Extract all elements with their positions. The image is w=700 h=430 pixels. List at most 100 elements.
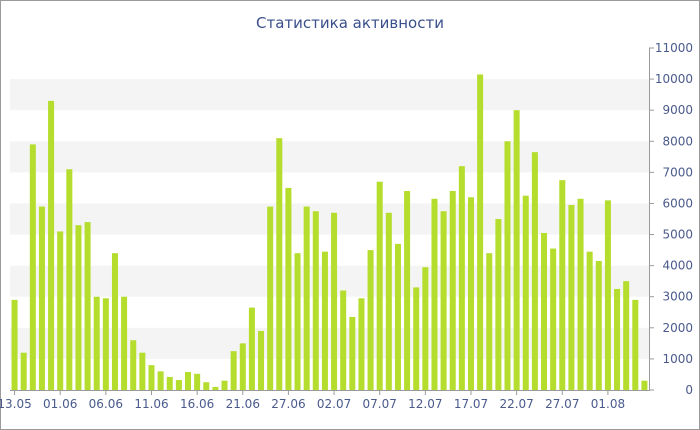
x-tick-label: 16.06 — [180, 397, 214, 411]
bar — [203, 382, 210, 390]
bar — [184, 371, 192, 390]
bar — [467, 197, 474, 390]
bar — [312, 211, 319, 390]
y-axis-ticks: 0 1000 2000 3000 4000 5000 6000 7000 8000 9000 100… — [649, 41, 693, 397]
x-axis-ticks: 13.05 01.06 06.06 11.06 16.06 21.06 27.06 02.07… — [0, 390, 625, 411]
x-tick-label: 01.06 — [43, 397, 77, 411]
bar — [376, 181, 383, 390]
bar — [57, 231, 64, 390]
bar — [29, 144, 36, 390]
bar — [139, 352, 146, 390]
bar — [11, 299, 18, 390]
x-tick-label: 27.07 — [545, 397, 579, 411]
bar — [321, 251, 328, 390]
bar — [102, 298, 109, 390]
bar — [367, 250, 374, 390]
bar — [413, 287, 420, 390]
bar — [550, 248, 557, 390]
bar — [404, 191, 411, 390]
bar — [586, 251, 593, 390]
bar — [276, 138, 283, 390]
bar — [559, 180, 566, 390]
y-tick-label: 1000 — [662, 352, 693, 366]
x-tick-label: 06.06 — [89, 397, 123, 411]
bar — [93, 296, 100, 390]
bar — [641, 380, 648, 390]
y-tick-label: 6000 — [662, 196, 693, 210]
bar — [513, 110, 520, 391]
bar — [531, 152, 538, 390]
bar — [358, 298, 365, 390]
bar — [66, 169, 73, 390]
bar — [522, 195, 529, 390]
bar — [331, 212, 338, 390]
bar — [604, 200, 611, 390]
bar — [148, 365, 155, 390]
x-tick-label: 13.05 — [0, 397, 32, 411]
bar — [38, 206, 45, 390]
bar — [431, 198, 438, 390]
bar — [632, 299, 639, 390]
bar — [20, 352, 27, 390]
bar — [614, 288, 621, 390]
x-tick-label: 21.06 — [226, 397, 260, 411]
y-tick-label: 5000 — [662, 228, 693, 242]
bar — [440, 211, 447, 390]
bar — [541, 232, 548, 390]
bar — [595, 260, 602, 390]
x-tick-label: 01.08 — [591, 397, 625, 411]
y-tick-label: 11000 — [655, 41, 693, 55]
bar — [486, 253, 493, 390]
y-tick-label: 0 — [685, 383, 693, 397]
bar — [495, 219, 502, 390]
x-tick-label: 02.07 — [317, 397, 351, 411]
x-tick-label: 07.07 — [363, 397, 397, 411]
bar — [267, 206, 274, 390]
x-tick-label: 22.07 — [499, 397, 533, 411]
bar — [111, 253, 118, 390]
bar — [385, 212, 392, 390]
grid-band — [10, 203, 649, 235]
bar — [504, 141, 511, 390]
bar — [157, 371, 164, 390]
grid-band — [10, 79, 649, 111]
bar — [340, 290, 347, 390]
y-tick-label: 4000 — [662, 259, 693, 273]
bar — [258, 330, 265, 390]
y-tick-label: 7000 — [662, 165, 693, 179]
chart-title: Статистика активности — [256, 14, 444, 32]
bars — [11, 74, 648, 391]
bar — [248, 307, 255, 390]
bar — [577, 198, 584, 390]
axes — [10, 48, 650, 391]
bar — [623, 281, 630, 390]
x-tick-label: 11.06 — [134, 397, 168, 411]
bar — [84, 222, 91, 390]
bar — [221, 380, 228, 390]
bar — [458, 166, 465, 390]
bar — [477, 74, 484, 391]
bar — [239, 343, 246, 390]
bar — [303, 206, 310, 390]
bar — [568, 205, 575, 390]
grid-band — [10, 141, 649, 173]
y-tick-label: 9000 — [662, 103, 693, 117]
x-tick-label: 17.07 — [454, 397, 488, 411]
x-tick-label: 12.07 — [408, 397, 442, 411]
bar — [230, 351, 237, 390]
y-tick-label: 10000 — [655, 72, 693, 86]
x-tick-label: 27.06 — [271, 397, 305, 411]
bar — [130, 340, 137, 390]
bar — [175, 380, 182, 390]
bar — [294, 253, 301, 390]
bar — [285, 187, 292, 390]
bar — [194, 373, 201, 390]
bar — [349, 316, 356, 390]
bar — [75, 225, 82, 390]
bar — [121, 296, 128, 390]
y-tick-label: 3000 — [662, 290, 693, 304]
bar — [422, 267, 429, 390]
y-tick-label: 2000 — [662, 321, 693, 335]
bar — [449, 191, 456, 390]
